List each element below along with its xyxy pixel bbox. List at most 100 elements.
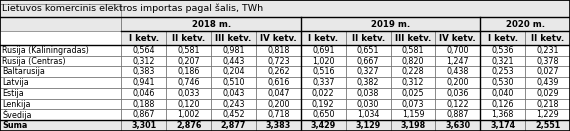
Bar — [121, 31, 166, 45]
Bar — [256, 99, 301, 110]
Bar — [481, 31, 525, 45]
Text: 3,429: 3,429 — [311, 121, 336, 130]
Text: 0,383: 0,383 — [133, 67, 155, 76]
Text: II ketv.: II ketv. — [531, 34, 564, 43]
Bar — [211, 66, 256, 77]
Text: 0,581: 0,581 — [177, 46, 200, 55]
Bar — [121, 17, 301, 31]
Bar — [481, 120, 525, 131]
Bar — [435, 45, 481, 56]
Bar — [390, 45, 435, 56]
Bar — [481, 88, 525, 99]
Bar — [166, 31, 211, 45]
Bar — [166, 66, 211, 77]
Text: Lenkija: Lenkija — [2, 100, 31, 109]
Bar — [390, 66, 435, 77]
Bar — [301, 66, 345, 77]
Text: 0,038: 0,038 — [357, 89, 379, 98]
Bar — [256, 88, 301, 99]
Text: 0,941: 0,941 — [133, 78, 155, 87]
Text: 2018 m.: 2018 m. — [192, 20, 231, 29]
Text: 1,002: 1,002 — [177, 110, 200, 119]
Text: Estija: Estija — [2, 89, 24, 98]
Text: 0,581: 0,581 — [402, 46, 424, 55]
Bar — [121, 120, 166, 131]
Bar — [481, 56, 525, 66]
Bar — [121, 110, 166, 120]
Bar — [345, 120, 390, 131]
Bar — [0, 120, 121, 131]
Text: 0,378: 0,378 — [536, 57, 559, 66]
Text: 0,243: 0,243 — [222, 100, 245, 109]
Bar — [301, 56, 345, 66]
Text: 0,231: 0,231 — [536, 46, 559, 55]
Text: 0,564: 0,564 — [133, 46, 155, 55]
Bar — [166, 99, 211, 110]
Bar — [256, 120, 301, 131]
Text: 0,030: 0,030 — [357, 100, 379, 109]
Text: 2,551: 2,551 — [535, 121, 560, 130]
Bar — [166, 56, 211, 66]
Bar — [390, 110, 435, 120]
Bar — [0, 88, 121, 99]
Text: 0,867: 0,867 — [133, 110, 155, 119]
Text: 0,204: 0,204 — [222, 67, 245, 76]
Text: Švedija: Švedija — [2, 110, 32, 120]
Bar — [435, 77, 481, 88]
Bar — [211, 110, 256, 120]
Bar — [211, 99, 256, 110]
Bar — [390, 120, 435, 131]
Text: 3,129: 3,129 — [356, 121, 381, 130]
Bar — [211, 56, 256, 66]
Text: 1,159: 1,159 — [402, 110, 424, 119]
Bar — [0, 0, 570, 17]
Text: 0,262: 0,262 — [267, 67, 290, 76]
Bar — [166, 45, 211, 56]
Bar — [345, 66, 390, 77]
Text: 0,192: 0,192 — [312, 100, 335, 109]
Bar — [481, 110, 525, 120]
Text: 0,027: 0,027 — [536, 67, 559, 76]
Bar — [345, 88, 390, 99]
Text: 3,198: 3,198 — [400, 121, 426, 130]
Text: III ketv.: III ketv. — [395, 34, 431, 43]
Text: 0,718: 0,718 — [267, 110, 290, 119]
Text: II ketv.: II ketv. — [352, 34, 385, 43]
Bar — [0, 110, 121, 120]
Bar — [0, 4, 121, 31]
Text: 3,301: 3,301 — [131, 121, 156, 130]
Text: 0,207: 0,207 — [177, 57, 200, 66]
Text: 0,126: 0,126 — [491, 100, 514, 109]
Bar — [121, 99, 166, 110]
Text: 2,877: 2,877 — [221, 121, 246, 130]
Text: 0,746: 0,746 — [177, 78, 200, 87]
Text: IV ketv.: IV ketv. — [260, 34, 297, 43]
Text: 0,120: 0,120 — [177, 100, 200, 109]
Bar — [345, 45, 390, 56]
Bar — [390, 31, 435, 45]
Bar — [0, 77, 121, 88]
Text: 0,887: 0,887 — [447, 110, 469, 119]
Text: 0,818: 0,818 — [267, 46, 290, 55]
Text: 0,723: 0,723 — [267, 57, 290, 66]
Bar — [435, 56, 481, 66]
Bar — [0, 56, 121, 66]
Bar — [301, 45, 345, 56]
Bar — [435, 88, 481, 99]
Bar — [345, 99, 390, 110]
Text: 3,630: 3,630 — [445, 121, 470, 130]
Text: 0,536: 0,536 — [491, 46, 514, 55]
Bar — [256, 31, 301, 45]
Text: III ketv.: III ketv. — [215, 34, 252, 43]
Bar — [301, 110, 345, 120]
Text: 0,073: 0,073 — [402, 100, 424, 109]
Bar — [0, 66, 121, 77]
Text: Rusija (Kaliningradas): Rusija (Kaliningradas) — [2, 46, 89, 55]
Text: 0,022: 0,022 — [312, 89, 335, 98]
Text: 1,034: 1,034 — [357, 110, 379, 119]
Text: 0,200: 0,200 — [447, 78, 469, 87]
Text: 0,452: 0,452 — [222, 110, 245, 119]
Bar — [435, 110, 481, 120]
Bar — [345, 56, 390, 66]
Text: 0,188: 0,188 — [133, 100, 155, 109]
